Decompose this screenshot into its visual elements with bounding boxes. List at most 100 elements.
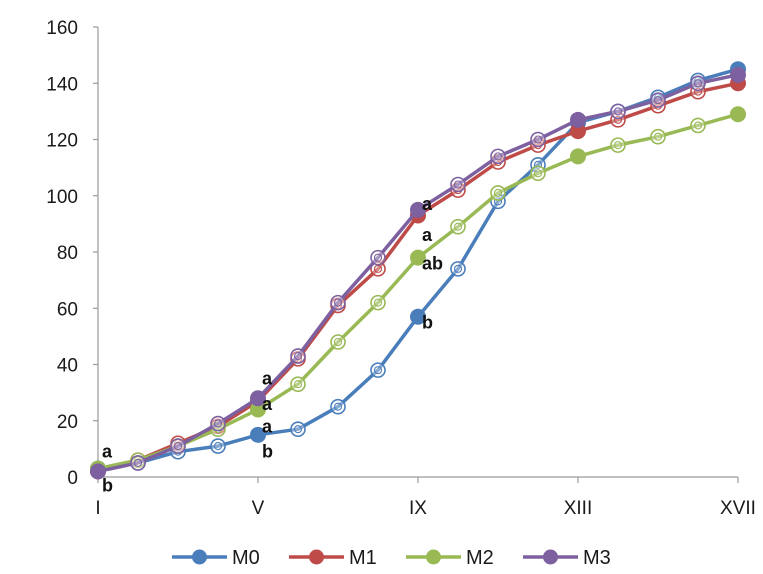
data-point-inner bbox=[453, 222, 463, 231]
data-point-inner bbox=[693, 87, 703, 96]
data-point-inner bbox=[493, 188, 503, 197]
data-point-inner bbox=[493, 152, 503, 161]
y-tick-label: 120 bbox=[46, 131, 78, 152]
data-point bbox=[650, 128, 666, 145]
y-axis-ticks: 0 20 40 60 80 100 120 140 160 bbox=[46, 18, 98, 489]
legend-label: M2 bbox=[466, 547, 494, 569]
data-point bbox=[650, 92, 666, 108]
data-point bbox=[410, 308, 426, 325]
data-point-inner bbox=[653, 132, 663, 141]
data-point-inner bbox=[533, 160, 543, 169]
data-point-inner bbox=[493, 197, 503, 206]
data-point-inner bbox=[293, 425, 303, 434]
legend-label: M1 bbox=[349, 547, 377, 569]
data-point-inner bbox=[373, 366, 383, 375]
significance-letter: b bbox=[422, 312, 433, 332]
legend-swatch-marker bbox=[426, 549, 441, 565]
data-point bbox=[250, 390, 266, 407]
series-m1 bbox=[90, 75, 746, 480]
series-line bbox=[97, 67, 739, 471]
data-point bbox=[530, 165, 546, 182]
y-tick-label: 80 bbox=[57, 243, 78, 264]
data-point-inner bbox=[133, 458, 143, 467]
x-tick-label: XIII bbox=[564, 498, 593, 519]
data-point bbox=[690, 75, 706, 92]
data-point bbox=[690, 117, 706, 134]
series-m3 bbox=[90, 66, 746, 480]
legend-swatch-marker bbox=[309, 549, 324, 565]
data-point-inner bbox=[213, 419, 223, 428]
y-tick-label: 160 bbox=[46, 18, 78, 39]
data-point bbox=[450, 261, 466, 277]
data-point bbox=[290, 376, 306, 392]
series-line bbox=[97, 112, 739, 471]
data-point bbox=[330, 294, 346, 311]
legend-label: M0 bbox=[232, 547, 260, 569]
data-point-inner bbox=[333, 402, 343, 411]
data-point bbox=[450, 176, 466, 193]
data-point bbox=[330, 398, 346, 415]
legend-swatch-marker bbox=[192, 549, 207, 565]
data-point bbox=[370, 294, 386, 311]
data-point bbox=[370, 249, 386, 266]
data-point bbox=[170, 438, 186, 454]
data-point-inner bbox=[333, 337, 343, 347]
data-point-inner bbox=[173, 442, 183, 451]
y-tick-label: 60 bbox=[57, 299, 78, 320]
data-point-inner bbox=[213, 442, 223, 451]
legend-item-m0: M0 bbox=[172, 547, 260, 569]
data-point bbox=[610, 137, 626, 153]
x-axis-ticks: I V IX XIII XVII bbox=[95, 477, 756, 519]
legend-item-m3: M3 bbox=[523, 547, 611, 569]
data-point-inner bbox=[293, 352, 303, 361]
x-tick-label: I bbox=[95, 498, 100, 519]
data-point bbox=[410, 201, 426, 218]
significance-letter: a bbox=[422, 225, 433, 245]
significance-letter: a bbox=[262, 394, 273, 414]
significance-letter: b bbox=[102, 475, 113, 495]
x-tick-label: IX bbox=[409, 498, 427, 519]
data-point bbox=[210, 415, 226, 432]
significance-letter: a bbox=[422, 194, 433, 214]
data-point-inner bbox=[613, 115, 623, 124]
data-point bbox=[90, 463, 106, 480]
data-point bbox=[570, 148, 586, 165]
y-tick-label: 0 bbox=[67, 468, 78, 489]
data-point-inner bbox=[453, 264, 463, 273]
data-point bbox=[290, 421, 306, 437]
data-point bbox=[490, 185, 506, 201]
data-point bbox=[370, 362, 386, 378]
series-m2 bbox=[90, 106, 746, 477]
data-point-inner bbox=[533, 135, 543, 144]
legend-swatch-marker bbox=[543, 549, 558, 565]
data-point bbox=[570, 111, 586, 128]
data-point bbox=[290, 348, 306, 364]
data-point-inner bbox=[373, 298, 383, 307]
significance-letter: ab bbox=[422, 253, 443, 273]
data-point-inner bbox=[693, 79, 703, 88]
data-point-inner bbox=[453, 180, 463, 189]
data-point bbox=[330, 334, 346, 350]
x-tick-label: V bbox=[252, 498, 265, 519]
significance-letter: b bbox=[262, 442, 273, 462]
data-point-inner bbox=[653, 96, 663, 105]
legend-label: M3 bbox=[583, 547, 611, 569]
data-point-inner bbox=[693, 121, 703, 130]
data-point-inner bbox=[533, 169, 543, 178]
data-point bbox=[730, 66, 746, 83]
data-point-inner bbox=[293, 380, 303, 389]
data-point bbox=[530, 131, 546, 148]
legend: M0 M1 M2 M3 bbox=[172, 547, 611, 569]
data-point bbox=[610, 103, 626, 120]
legend-item-m2: M2 bbox=[406, 547, 494, 569]
y-tick-label: 40 bbox=[57, 356, 78, 377]
data-point-inner bbox=[613, 107, 623, 116]
data-point bbox=[450, 218, 466, 235]
data-point bbox=[370, 261, 386, 277]
significance-letter: a bbox=[262, 369, 273, 389]
legend-item-m1: M1 bbox=[289, 547, 377, 569]
y-tick-label: 140 bbox=[46, 74, 78, 95]
data-point bbox=[730, 106, 746, 123]
